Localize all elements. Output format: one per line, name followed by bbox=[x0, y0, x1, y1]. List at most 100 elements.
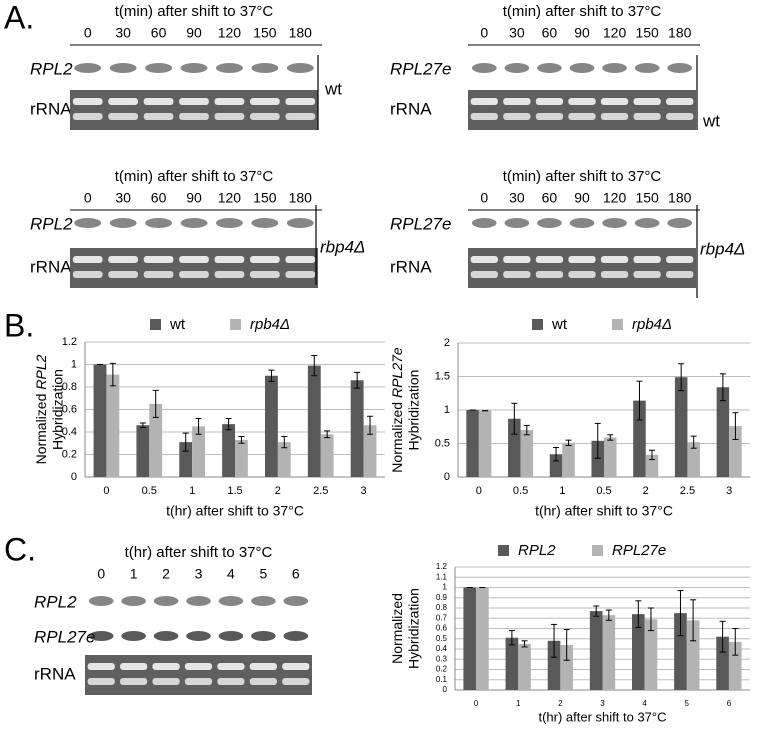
row-label: RPL2 bbox=[30, 214, 73, 233]
lane-label: 30 bbox=[509, 190, 525, 206]
rrna-band bbox=[214, 98, 245, 105]
rrna-band bbox=[666, 113, 694, 120]
bar bbox=[729, 426, 742, 477]
rrna-band bbox=[87, 678, 115, 685]
legend-swatch bbox=[592, 545, 603, 556]
lane-label: 120 bbox=[603, 190, 627, 206]
bar bbox=[320, 434, 334, 477]
error-bar bbox=[636, 380, 643, 421]
y-axis-label-part: RPL2 bbox=[33, 354, 49, 389]
error-bar bbox=[593, 605, 600, 617]
rrna-band bbox=[143, 256, 174, 263]
rrna-band bbox=[143, 113, 174, 120]
bar bbox=[508, 418, 521, 477]
rrna-band bbox=[179, 113, 209, 120]
bar bbox=[716, 636, 729, 690]
band bbox=[286, 218, 314, 228]
rrna-band bbox=[666, 271, 694, 278]
bar bbox=[463, 587, 477, 690]
y-tick-label: 1.1 bbox=[436, 572, 448, 581]
rrna-band bbox=[503, 113, 531, 120]
lane-label: 2 bbox=[162, 566, 170, 582]
bar bbox=[277, 442, 291, 477]
rrna-band bbox=[214, 271, 245, 278]
lane-label: 60 bbox=[542, 25, 558, 41]
rrna-gel bbox=[70, 248, 318, 288]
bar bbox=[674, 613, 687, 690]
band bbox=[471, 63, 497, 73]
rrna-band bbox=[282, 678, 310, 685]
band bbox=[569, 218, 595, 228]
x-axis-label: t(hr) after shift to 37°C bbox=[538, 709, 666, 724]
x-tick-label: 2 bbox=[558, 699, 563, 708]
error-bar bbox=[281, 436, 288, 449]
legend-label: rpb4Δ bbox=[250, 316, 290, 333]
legend-swatch bbox=[612, 319, 623, 330]
y-tick-label: 1.2 bbox=[436, 562, 448, 571]
error-bar bbox=[648, 449, 655, 461]
y-tick-label: 1.2 bbox=[62, 336, 77, 348]
strain-label: rbp4Δ bbox=[700, 239, 745, 258]
band bbox=[602, 218, 627, 228]
y-axis-label-part: RPL27e bbox=[389, 347, 405, 398]
y-tick-label: 0 bbox=[71, 471, 77, 483]
y-tick-label: 0.4 bbox=[436, 644, 448, 653]
rrna-gel bbox=[70, 90, 318, 130]
lane-label: 0 bbox=[84, 25, 92, 41]
bar bbox=[518, 643, 531, 690]
band bbox=[74, 218, 102, 228]
bar bbox=[644, 619, 658, 690]
rrna-band bbox=[285, 256, 316, 263]
band bbox=[251, 218, 279, 228]
band bbox=[88, 631, 114, 641]
y-axis-label: Normalized bbox=[389, 593, 405, 664]
band bbox=[74, 63, 102, 73]
bar bbox=[179, 442, 193, 477]
band bbox=[109, 218, 137, 228]
rrna-band bbox=[503, 271, 531, 278]
error-bar bbox=[678, 363, 685, 392]
y-tick-label: 0.1 bbox=[436, 675, 448, 684]
error-bar bbox=[182, 432, 189, 452]
error-bar bbox=[109, 362, 116, 387]
error-bar bbox=[647, 607, 654, 632]
bar bbox=[106, 374, 120, 477]
lane-label: 1 bbox=[130, 566, 138, 582]
y-tick-label: 1 bbox=[71, 358, 77, 370]
x-tick-label: 4 bbox=[642, 699, 647, 708]
rrna-band bbox=[285, 98, 316, 105]
lane-label: 0 bbox=[84, 190, 92, 206]
error-bar bbox=[690, 435, 697, 449]
rrna-band bbox=[179, 256, 209, 263]
bar bbox=[222, 424, 235, 477]
lane-label: 0 bbox=[480, 190, 488, 206]
lane-label: 30 bbox=[115, 25, 131, 41]
rrna-band bbox=[108, 113, 139, 120]
y-tick-label: 0.8 bbox=[62, 381, 77, 393]
y-tick-label: 0.5 bbox=[436, 634, 448, 643]
bar bbox=[192, 426, 205, 477]
error-bar bbox=[324, 430, 331, 439]
rrna-band bbox=[108, 271, 139, 278]
bar bbox=[547, 640, 561, 690]
lane-label: 120 bbox=[218, 25, 242, 41]
rrna-band bbox=[108, 256, 139, 263]
legend-label: wt bbox=[551, 316, 568, 333]
rrna-band bbox=[120, 663, 148, 670]
rrna-band bbox=[72, 98, 103, 105]
x-tick-label: 0 bbox=[474, 699, 479, 708]
error-bar bbox=[563, 629, 570, 661]
x-tick-label: 0 bbox=[103, 485, 109, 497]
x-tick-label: 1.5 bbox=[227, 485, 242, 497]
bar bbox=[632, 614, 645, 690]
x-tick-label: 0.5 bbox=[142, 485, 157, 497]
x-tick-label: 0.5 bbox=[513, 485, 528, 497]
bar bbox=[604, 437, 617, 477]
lane-label: 150 bbox=[253, 25, 277, 41]
lane-label: 0 bbox=[97, 566, 105, 582]
rrna-band bbox=[108, 98, 139, 105]
rrna-band bbox=[249, 256, 280, 263]
error-bar bbox=[635, 600, 642, 628]
lane-label: 180 bbox=[289, 190, 313, 206]
y-tick-label: 0.5 bbox=[435, 437, 450, 449]
